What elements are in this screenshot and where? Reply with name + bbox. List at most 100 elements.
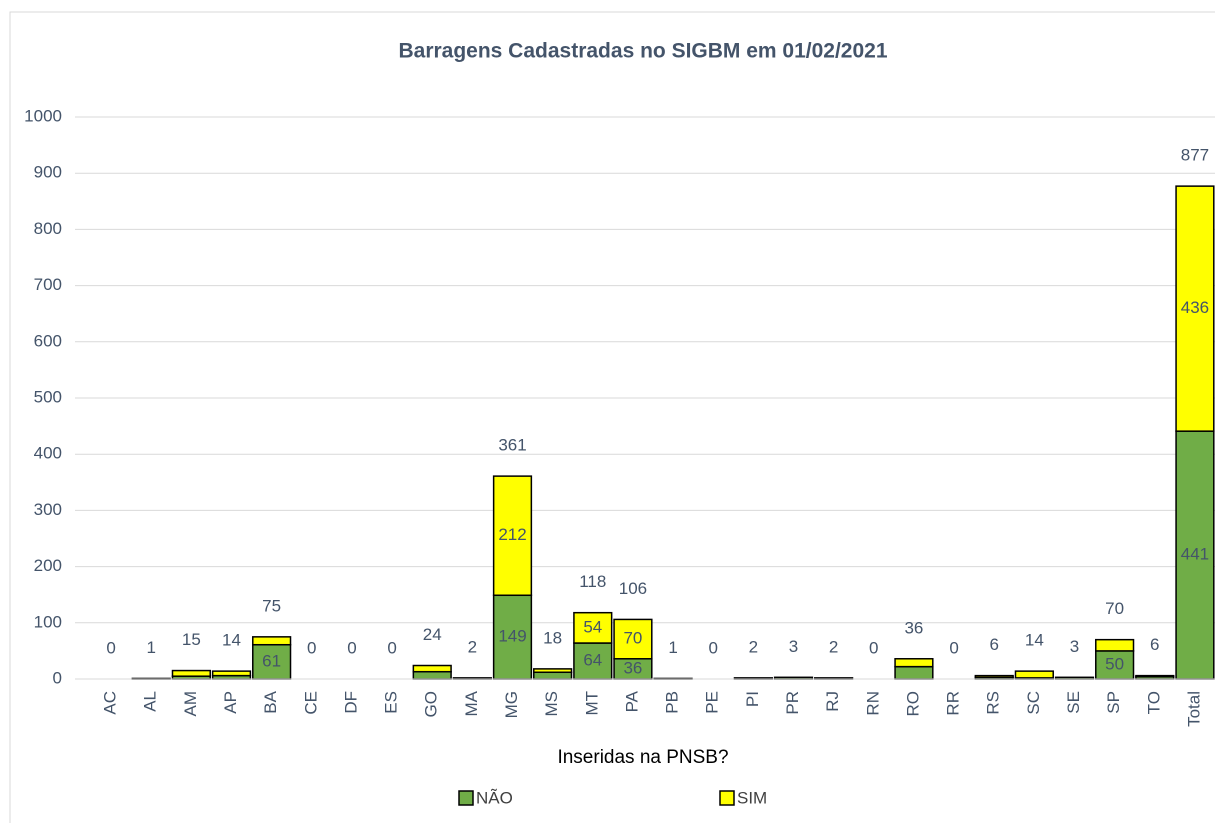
- x-tick-label: MT: [582, 691, 601, 716]
- total-label: 6: [1150, 635, 1159, 654]
- x-tick-label: AM: [181, 691, 200, 717]
- y-tick-label: 700: [34, 275, 62, 294]
- total-label: 877: [1181, 146, 1209, 165]
- total-label: 0: [949, 638, 958, 657]
- segment-label: 441: [1181, 545, 1209, 564]
- bar-segment: [171, 669, 211, 677]
- total-label: 0: [347, 638, 356, 657]
- chart-title: Barragens Cadastradas no SIGBM em 01/02/…: [398, 40, 887, 63]
- bar-segment: [1135, 674, 1175, 678]
- total-label: 24: [423, 625, 442, 644]
- total-label: 361: [498, 436, 526, 455]
- legend-swatch: [458, 790, 474, 806]
- x-tick-label: MS: [542, 691, 561, 717]
- segment-label: 64: [583, 651, 602, 670]
- y-tick-label: 200: [34, 556, 62, 575]
- bar-segment: [1095, 638, 1135, 652]
- x-tick-label: RR: [944, 691, 963, 716]
- total-label: 2: [829, 637, 838, 656]
- y-tick-label: 600: [34, 331, 62, 350]
- x-tick-label: PB: [663, 691, 682, 714]
- x-tick-label: TO: [1144, 691, 1163, 714]
- x-tick-label: RS: [984, 691, 1003, 715]
- segment-label: 36: [623, 658, 642, 677]
- y-tick-label: 900: [34, 163, 62, 182]
- y-tick-label: 500: [34, 387, 62, 406]
- segment-label: 50: [1105, 654, 1124, 673]
- x-tick-label: ES: [382, 691, 401, 714]
- total-label: 14: [222, 631, 241, 650]
- total-label: 2: [749, 637, 758, 656]
- total-label: 106: [619, 579, 647, 598]
- x-tick-label: PR: [783, 691, 802, 715]
- segment-label: 436: [1181, 298, 1209, 317]
- x-tick-label: PI: [743, 691, 762, 707]
- bar-segment: [573, 642, 613, 680]
- bar-segment: [1175, 430, 1215, 680]
- y-tick-label: 1000: [24, 106, 62, 125]
- total-label: 1: [668, 638, 677, 657]
- bar-segment: [894, 665, 934, 680]
- total-label: 70: [1105, 599, 1124, 618]
- x-tick-label: DF: [341, 691, 360, 714]
- x-axis-title: Inseridas na PNSB?: [557, 747, 728, 768]
- total-label: 14: [1025, 631, 1044, 650]
- bar-segment: [211, 670, 252, 677]
- x-tick-label: AL: [141, 691, 160, 712]
- bar-segment: [252, 636, 292, 646]
- total-label: 0: [869, 638, 878, 657]
- legend-label: SIM: [737, 788, 767, 807]
- x-tick-label: AP: [221, 691, 240, 714]
- segment-label: 212: [498, 525, 526, 544]
- total-label: 0: [708, 638, 717, 657]
- bar-segment: [573, 611, 613, 644]
- x-tick-label: Total: [1184, 691, 1203, 727]
- bar-segment: [252, 643, 292, 680]
- x-tick-label: GO: [422, 691, 441, 717]
- y-tick-label: 400: [34, 444, 62, 463]
- bar-segment: [492, 475, 533, 597]
- bar-segment: [894, 658, 934, 668]
- total-label: 36: [904, 618, 923, 637]
- bar-segment: [492, 594, 533, 680]
- segment-label: 54: [583, 617, 602, 636]
- x-tick-label: CE: [301, 691, 320, 715]
- legend-swatch: [719, 790, 735, 806]
- x-tick-label: PA: [622, 690, 641, 712]
- total-label: 3: [789, 637, 798, 656]
- x-tick-label: RJ: [823, 691, 842, 712]
- y-tick-label: 300: [34, 500, 62, 519]
- bar-segment: [613, 618, 653, 660]
- total-label: 3: [1070, 637, 1079, 656]
- chart-frame: [9, 11, 1215, 823]
- segment-label: 70: [623, 629, 642, 648]
- x-tick-label: BA: [261, 690, 280, 713]
- bar-segment: [412, 664, 452, 673]
- total-label: 2: [468, 637, 477, 656]
- x-tick-label: SC: [1024, 691, 1043, 715]
- x-tick-label: AC: [101, 691, 120, 715]
- total-label: 1: [146, 638, 155, 657]
- x-tick-label: RO: [903, 691, 922, 717]
- total-label: 18: [543, 628, 562, 647]
- bar-segment: [1175, 185, 1215, 432]
- x-tick-label: SP: [1104, 691, 1123, 714]
- segment-label: 61: [262, 651, 281, 670]
- x-tick-label: SE: [1064, 691, 1083, 714]
- total-label: 75: [262, 596, 281, 615]
- bar-segment: [974, 674, 1014, 679]
- segment-label: 149: [498, 627, 526, 646]
- y-tick-label: 800: [34, 219, 62, 238]
- bar-segment: [533, 671, 573, 680]
- legend-label: NÃO: [476, 788, 513, 807]
- y-tick-label: 100: [34, 612, 62, 631]
- y-tick-label: 0: [53, 668, 62, 687]
- total-label: 15: [182, 630, 201, 649]
- total-label: 0: [106, 638, 115, 657]
- total-label: 118: [579, 572, 606, 591]
- bar-segment: [412, 670, 452, 680]
- total-label: 6: [989, 635, 998, 654]
- x-tick-label: RN: [863, 691, 882, 716]
- bar-segment: [1014, 670, 1054, 679]
